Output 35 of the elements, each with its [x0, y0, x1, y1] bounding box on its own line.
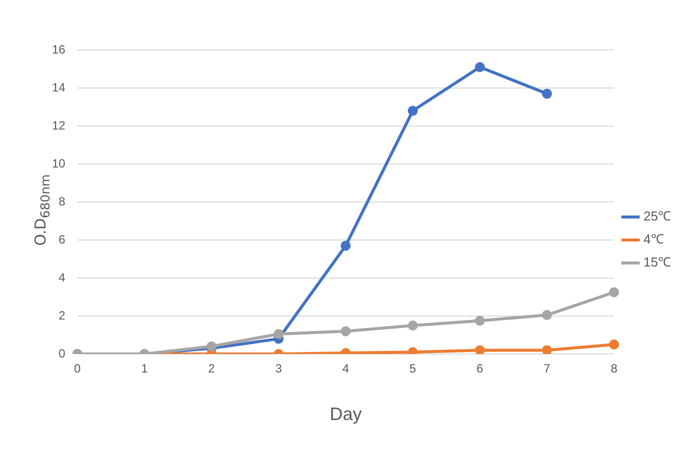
x-tick-label: 3: [275, 362, 282, 376]
legend-label: 15℃: [644, 254, 672, 270]
x-tick-label: 8: [610, 362, 618, 376]
point: [474, 345, 485, 354]
point: [408, 320, 418, 330]
x-tick-label: 1: [141, 362, 148, 376]
x-tick-label: 2: [208, 362, 216, 376]
point: [609, 340, 620, 350]
y-tick-label: 16: [52, 42, 66, 56]
point: [340, 240, 351, 251]
point: [340, 326, 351, 336]
legend-label: 4℃: [644, 232, 664, 247]
x-axis-title: Day: [330, 404, 362, 424]
point: [609, 287, 620, 298]
x-tick-label: 0: [74, 362, 82, 376]
y-tick-label: 8: [58, 194, 66, 208]
point: [542, 310, 552, 320]
point: [474, 316, 485, 326]
x-tick-label: 4: [342, 362, 350, 376]
point: [542, 88, 552, 99]
y-tick-label: 0: [58, 346, 66, 360]
y-tick-label: 10: [52, 156, 66, 170]
x-tick-label: 7: [544, 362, 551, 376]
y-tick-label: 12: [52, 118, 66, 132]
point: [474, 62, 485, 72]
point: [408, 106, 418, 116]
y-tick-label: 4: [58, 270, 66, 284]
y-tick-label: 14: [52, 80, 66, 94]
y-tick-label: 6: [58, 232, 66, 246]
y-tick-label: 2: [58, 308, 66, 322]
point: [274, 329, 284, 340]
x-tick-label: 6: [476, 362, 484, 376]
x-tick-label: 5: [409, 362, 416, 376]
point: [542, 345, 552, 354]
legend-label: 25℃: [644, 208, 672, 224]
